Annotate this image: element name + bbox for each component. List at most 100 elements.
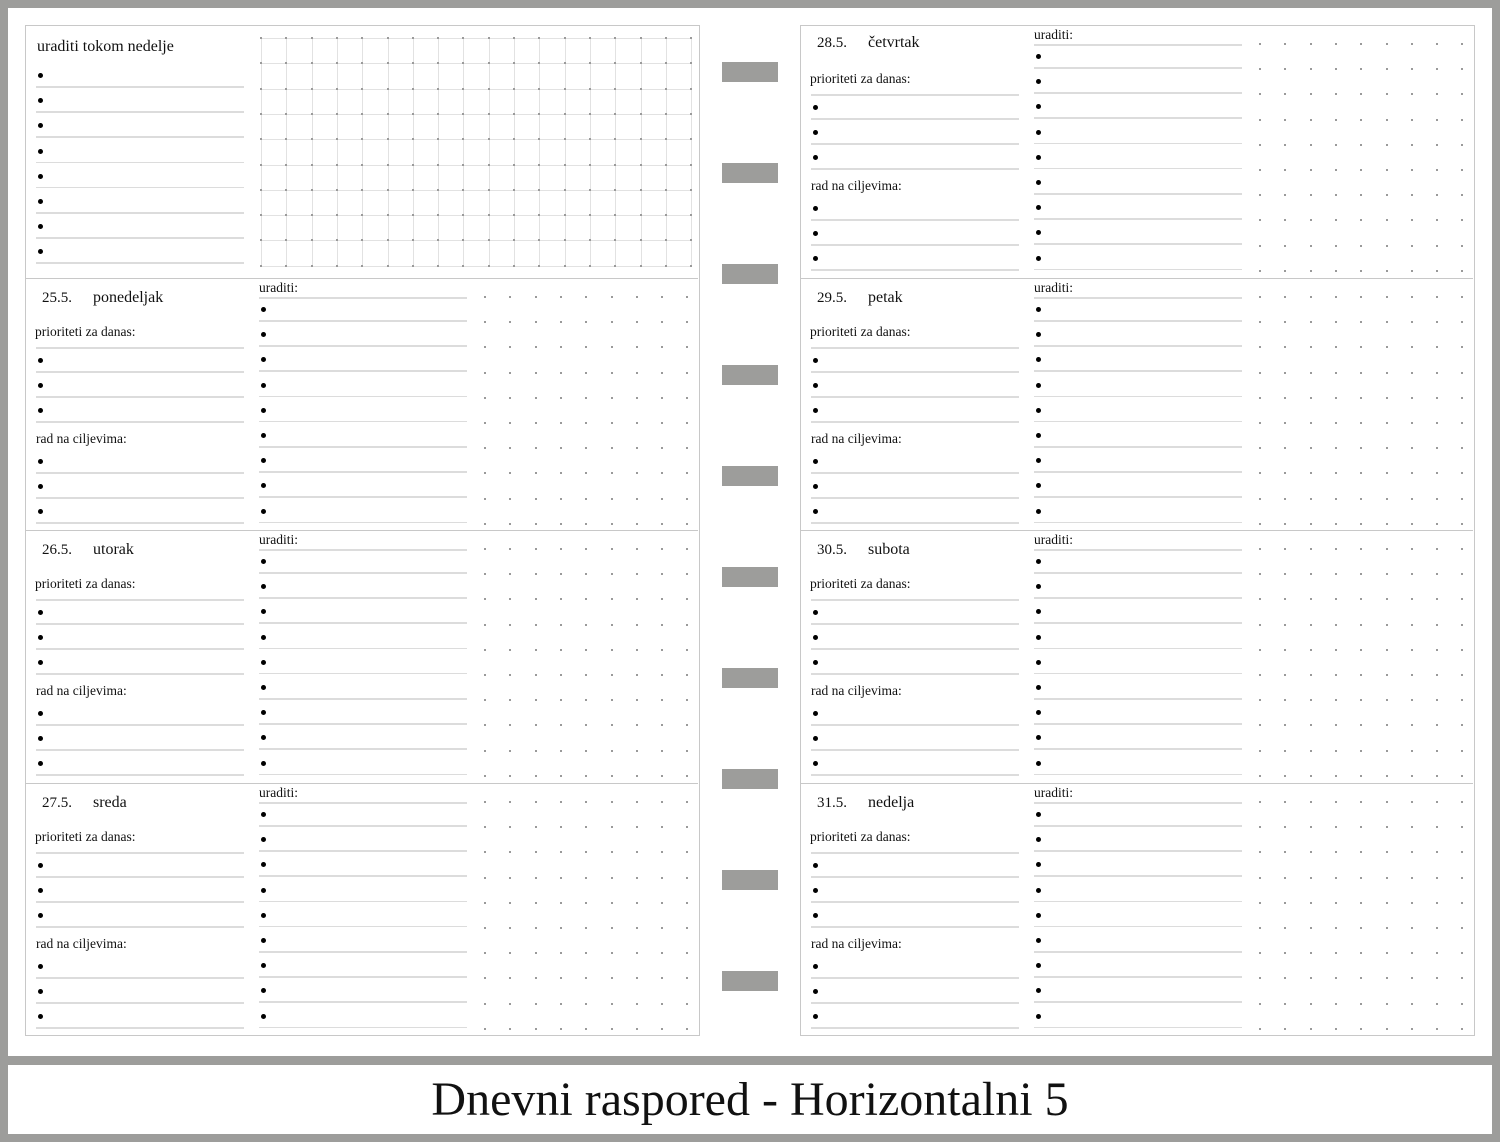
grid-dot xyxy=(1436,724,1439,727)
grid-dot xyxy=(664,62,667,65)
grid-dot xyxy=(1334,396,1337,399)
bullet-icon xyxy=(813,610,818,615)
rule-line xyxy=(1034,773,1242,776)
bullet-icon xyxy=(813,130,818,136)
grid-dot xyxy=(1334,774,1337,777)
bullet-icon xyxy=(38,1014,43,1020)
grid-dot xyxy=(1309,396,1312,399)
grid-dot xyxy=(1309,901,1312,904)
grid-dot xyxy=(585,497,588,500)
grid-dot xyxy=(559,648,562,651)
grid-dot xyxy=(1284,296,1287,298)
grid-dot xyxy=(1334,598,1337,601)
grid-dot xyxy=(1436,194,1439,197)
rule-line xyxy=(1034,622,1242,624)
grid-dot xyxy=(1334,118,1337,121)
grid-dot xyxy=(1259,876,1261,879)
todo-label: uraditi: xyxy=(259,532,298,547)
grid-dot xyxy=(1410,774,1413,777)
binder-tab xyxy=(722,567,778,587)
grid-dot xyxy=(664,188,667,191)
grid-dot xyxy=(614,264,617,267)
grid-dot xyxy=(484,901,486,904)
bullet-icon xyxy=(261,332,266,338)
grid-dot xyxy=(1410,977,1413,980)
grid-dot xyxy=(559,699,562,702)
grid-dot xyxy=(686,952,689,955)
grid-dot xyxy=(260,112,262,115)
grid-dot xyxy=(386,37,389,39)
bullet-icon xyxy=(261,963,266,969)
grid-dot xyxy=(509,952,512,955)
grid-dot xyxy=(588,214,591,217)
binder-tab xyxy=(722,971,778,991)
bullet-icon xyxy=(813,155,818,161)
grid-dot xyxy=(1385,346,1388,349)
grid-dot xyxy=(661,774,664,777)
grid-dot xyxy=(1360,674,1363,676)
rule-line xyxy=(259,748,467,750)
grid-dot xyxy=(690,163,693,166)
bullet-icon xyxy=(261,407,266,413)
bullet-icon xyxy=(813,711,818,716)
grid-dot xyxy=(686,472,689,475)
day-section: 30.5. subota prioriteti za danas: rad na ci… xyxy=(801,530,1473,782)
grid-dot xyxy=(1284,927,1287,929)
grid-dot xyxy=(686,674,689,676)
grid-dot xyxy=(585,522,588,525)
grid-dot xyxy=(1334,876,1337,879)
bullet-icon xyxy=(38,509,43,515)
bullet-icon xyxy=(1036,307,1041,312)
grid-dot xyxy=(509,749,512,752)
goals-label: rad na ciljevima: xyxy=(811,683,902,698)
grid-dot xyxy=(1410,699,1413,702)
grid-dot xyxy=(1259,497,1261,500)
grid-dot xyxy=(614,239,617,242)
todo-label: uraditi: xyxy=(1034,280,1073,295)
grid-dot xyxy=(1461,269,1464,272)
grid-dot xyxy=(639,264,642,267)
bullet-icon xyxy=(1036,862,1041,868)
grid-dot xyxy=(1334,901,1337,904)
bullet-icon xyxy=(261,710,266,716)
weekly-section: uraditi tokom nedelje xyxy=(26,26,698,278)
grid-dot xyxy=(610,826,613,829)
grid-dot xyxy=(1259,901,1261,904)
grid-dot xyxy=(534,977,537,980)
grid-dot xyxy=(1410,396,1413,399)
grid-dot xyxy=(335,87,338,90)
bullet-icon xyxy=(813,913,818,919)
rule-line xyxy=(36,111,244,113)
grid-dot xyxy=(509,396,512,399)
bullet-icon xyxy=(1036,634,1041,640)
grid-dot xyxy=(1436,371,1439,374)
rule-line xyxy=(811,1002,1019,1004)
bullet-icon xyxy=(38,383,43,389)
grid-dot xyxy=(635,901,638,904)
grid-dot xyxy=(690,264,693,267)
bullet-icon xyxy=(261,508,266,514)
bullet-icon xyxy=(261,912,266,918)
grid-dot xyxy=(559,472,562,475)
grid-dot xyxy=(538,112,541,115)
rule-line xyxy=(1034,925,1242,928)
priorities-label: prioriteti za danas: xyxy=(35,576,136,591)
grid-dot xyxy=(1461,93,1464,96)
grid-dot xyxy=(686,901,689,904)
grid-dot xyxy=(1334,68,1337,71)
grid-dot xyxy=(1461,851,1464,854)
grid-dot xyxy=(1309,472,1312,475)
bullet-icon xyxy=(1036,609,1041,615)
grid-dot xyxy=(1360,1027,1363,1030)
grid-dot xyxy=(1461,977,1464,980)
grid-dot xyxy=(661,396,664,399)
grid-dot xyxy=(1309,623,1312,626)
grid-dot xyxy=(559,371,562,374)
grid-dot xyxy=(1436,774,1439,777)
rule-line xyxy=(811,371,1019,373)
bullet-icon xyxy=(261,483,266,489)
grid-dot xyxy=(1309,648,1312,651)
grid-dot xyxy=(690,62,693,65)
grid-dot xyxy=(411,62,414,65)
todo-label: uraditi: xyxy=(259,785,298,800)
